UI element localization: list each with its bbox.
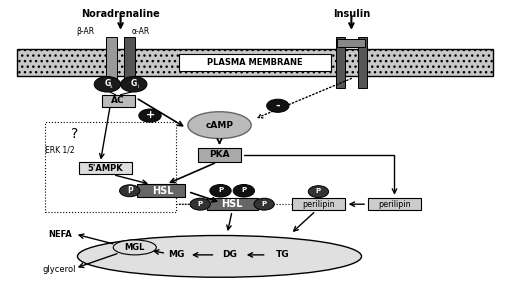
Circle shape [190, 198, 210, 210]
Bar [367, 198, 420, 210]
Text: AC: AC [111, 96, 125, 105]
Bar [106, 37, 117, 82]
Text: s: s [110, 84, 112, 89]
Circle shape [209, 185, 231, 197]
Bar [179, 54, 330, 71]
Ellipse shape [113, 240, 156, 255]
Text: MGL: MGL [124, 243, 145, 252]
Bar [207, 198, 257, 210]
Ellipse shape [187, 112, 251, 138]
Bar [124, 37, 135, 82]
Text: ERK 1/2: ERK 1/2 [44, 146, 74, 155]
Bar [78, 163, 132, 174]
Bar [137, 185, 185, 197]
Text: β-AR: β-AR [76, 27, 94, 36]
Text: DG: DG [222, 250, 237, 259]
Text: 5'AMPK: 5'AMPK [88, 164, 123, 173]
Text: NEFA: NEFA [48, 229, 71, 238]
Bar [337, 39, 364, 47]
Text: HSL: HSL [152, 186, 173, 196]
Text: P: P [127, 186, 132, 195]
Circle shape [138, 109, 161, 122]
Circle shape [94, 76, 120, 92]
Circle shape [307, 186, 328, 198]
Text: G: G [104, 79, 110, 88]
Text: HSL: HSL [221, 199, 242, 209]
Text: TG: TG [275, 250, 289, 259]
Bar [357, 37, 366, 88]
Text: Insulin: Insulin [332, 9, 369, 19]
Text: perilipin: perilipin [301, 200, 334, 209]
Text: P: P [197, 201, 203, 207]
Bar [44, 122, 176, 212]
Text: P: P [241, 188, 246, 194]
Circle shape [119, 185, 139, 197]
Circle shape [233, 185, 254, 197]
Bar [17, 49, 492, 76]
Text: cAMP: cAMP [205, 121, 233, 130]
Text: PLASMA MEMBRANE: PLASMA MEMBRANE [207, 58, 302, 67]
Text: +: + [146, 105, 160, 123]
Circle shape [253, 198, 274, 210]
Text: -: - [275, 101, 279, 110]
Text: P: P [217, 188, 222, 194]
Text: P: P [261, 201, 266, 207]
Text: perilipin: perilipin [378, 200, 410, 209]
Text: glycerol: glycerol [43, 265, 76, 274]
Text: P: P [315, 188, 320, 194]
Text: i: i [137, 84, 138, 89]
Bar [291, 198, 345, 210]
Text: +: + [145, 110, 154, 120]
Text: PKA: PKA [209, 150, 230, 160]
Bar [101, 95, 134, 107]
Text: G: G [130, 79, 136, 88]
Circle shape [120, 76, 147, 92]
Text: ?: ? [71, 127, 78, 141]
Ellipse shape [77, 235, 361, 277]
Text: Noradrenaline: Noradrenaline [81, 9, 160, 19]
Text: α-AR: α-AR [131, 27, 149, 36]
Text: MG: MG [168, 250, 184, 259]
Bar [197, 148, 241, 162]
Circle shape [266, 99, 289, 112]
Bar [335, 37, 344, 88]
